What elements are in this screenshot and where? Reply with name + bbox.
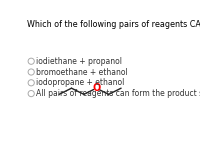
Text: iodopropane + ethanol: iodopropane + ethanol — [36, 78, 125, 87]
Text: bromoethane + ethanol: bromoethane + ethanol — [36, 67, 128, 77]
Text: All pairs of reagents can form the product shown: All pairs of reagents can form the produ… — [36, 89, 200, 98]
Text: iodiethane + propanol: iodiethane + propanol — [36, 57, 122, 66]
Text: Which of the following pairs of reagents CANNOT produce the product below?: Which of the following pairs of reagents… — [27, 20, 200, 29]
Text: O: O — [92, 83, 100, 93]
